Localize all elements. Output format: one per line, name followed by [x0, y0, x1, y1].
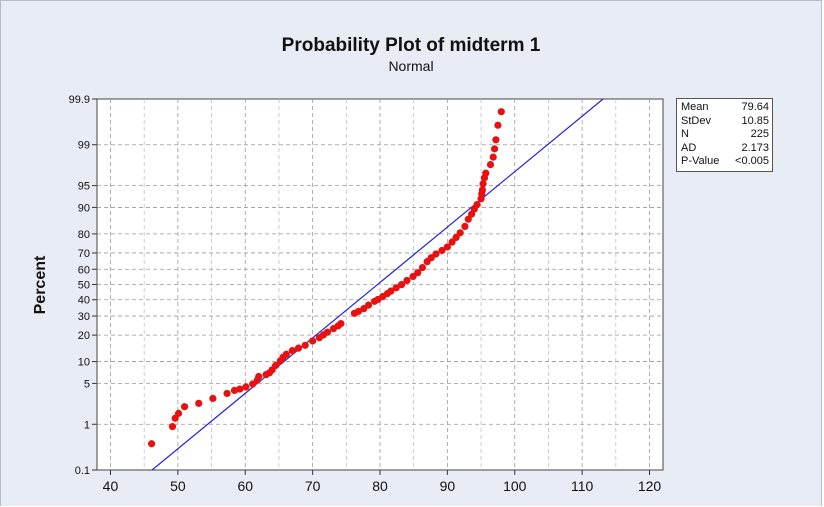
data-point — [478, 186, 487, 194]
data-point — [301, 341, 309, 349]
data-point — [456, 229, 464, 237]
data-point — [168, 423, 177, 431]
data-point — [387, 287, 395, 295]
stat-label: AD — [681, 141, 697, 154]
fit-line — [151, 99, 605, 470]
y-tick-label: 1 — [84, 419, 90, 431]
data-point — [403, 276, 411, 285]
data-point — [479, 180, 487, 188]
data-point — [473, 200, 481, 209]
data-point — [438, 246, 446, 255]
data-point — [147, 440, 156, 448]
y-tick-label: 30 — [78, 311, 90, 323]
stat-value: 225 — [750, 128, 769, 140]
data-point — [497, 108, 505, 116]
y-tick-label: 50 — [78, 280, 90, 292]
stat-value: 2.173 — [741, 141, 769, 154]
y-tick-label: 40 — [78, 295, 90, 307]
data-point — [242, 383, 250, 391]
data-point — [364, 301, 373, 309]
x-tick-label: 100 — [503, 478, 527, 494]
data-point — [418, 263, 427, 272]
data-point — [249, 380, 257, 388]
stat-value: 10.85 — [741, 114, 769, 127]
x-tick-label: 70 — [305, 478, 321, 494]
x-tick-label: 80 — [372, 478, 388, 494]
x-tick-label: 40 — [103, 478, 119, 494]
y-tick-label: 70 — [78, 248, 90, 260]
stat-label: P-Value — [681, 155, 720, 167]
stat-row: StDev 10.85 — [681, 115, 769, 129]
data-point — [294, 344, 303, 352]
data-point — [490, 145, 499, 153]
data-point — [354, 307, 363, 316]
stat-row: Mean 79.64 — [681, 101, 769, 115]
y-tick-label: 20 — [78, 330, 90, 342]
x-tick-label: 120 — [638, 478, 662, 494]
x-tick-label: 60 — [237, 478, 253, 494]
data-point — [452, 233, 460, 242]
fit-line-group — [151, 99, 605, 470]
data-point — [492, 136, 500, 144]
y-tick-label: 90 — [78, 202, 90, 214]
data-point — [337, 319, 345, 328]
x-tick-label: 110 — [571, 478, 594, 494]
data-point — [392, 284, 400, 292]
y-axis-label: Percent — [32, 255, 49, 314]
chart-subtitle: Normal — [388, 58, 433, 74]
data-point — [282, 350, 290, 358]
axis-ticks: 40 50 60 70 80 90 100 110 120 0.1 1 5 10 20 30 40 50 60 70… — [69, 94, 662, 494]
data-point — [414, 269, 422, 277]
stat-value: 79.64 — [741, 101, 769, 113]
y-tick-label: 5 — [84, 378, 90, 390]
stat-label: StDev — [681, 114, 711, 127]
data-point — [230, 386, 239, 395]
data-point — [195, 399, 203, 407]
chart-title: Probability Plot of midterm 1 — [282, 35, 541, 56]
stat-row: N 225 — [681, 128, 769, 142]
y-tick-label: 0.1 — [75, 465, 90, 477]
x-tick-label: 90 — [440, 478, 456, 494]
data-points — [147, 108, 505, 448]
y-tick-label: 10 — [78, 357, 90, 369]
data-point — [461, 222, 469, 230]
statistics-legend: Mean 79.64 StDev 10.85 N 225 AD 2.173 P-Value <0.… — [676, 98, 773, 172]
data-point — [223, 389, 231, 398]
data-point — [432, 250, 440, 258]
data-point — [482, 169, 490, 177]
data-point — [397, 281, 406, 289]
y-tick-label: 95 — [78, 181, 90, 193]
stat-value: <0.005 — [735, 155, 769, 167]
data-point — [255, 372, 263, 381]
stat-row: P-Value <0.005 — [681, 155, 769, 169]
grid-lines — [97, 99, 663, 470]
y-tick-label: 99.9 — [69, 94, 90, 106]
data-point — [489, 153, 497, 161]
y-tick-label: 80 — [78, 229, 90, 241]
data-point — [486, 160, 495, 169]
y-tick-label: 99 — [78, 140, 90, 152]
stat-label: N — [681, 128, 689, 140]
data-point — [174, 409, 183, 417]
data-point — [494, 121, 502, 129]
data-point — [309, 337, 317, 345]
data-point — [323, 328, 332, 336]
data-point — [180, 403, 189, 411]
data-point — [271, 361, 280, 370]
data-point — [464, 215, 472, 223]
x-tick-label: 50 — [170, 478, 186, 494]
data-point — [443, 243, 451, 251]
stat-row: AD 2.173 — [681, 142, 769, 156]
data-point — [288, 346, 297, 355]
data-point — [236, 385, 244, 393]
data-point — [209, 394, 217, 403]
y-tick-label: 60 — [78, 264, 90, 276]
stat-label: Mean — [681, 101, 709, 113]
